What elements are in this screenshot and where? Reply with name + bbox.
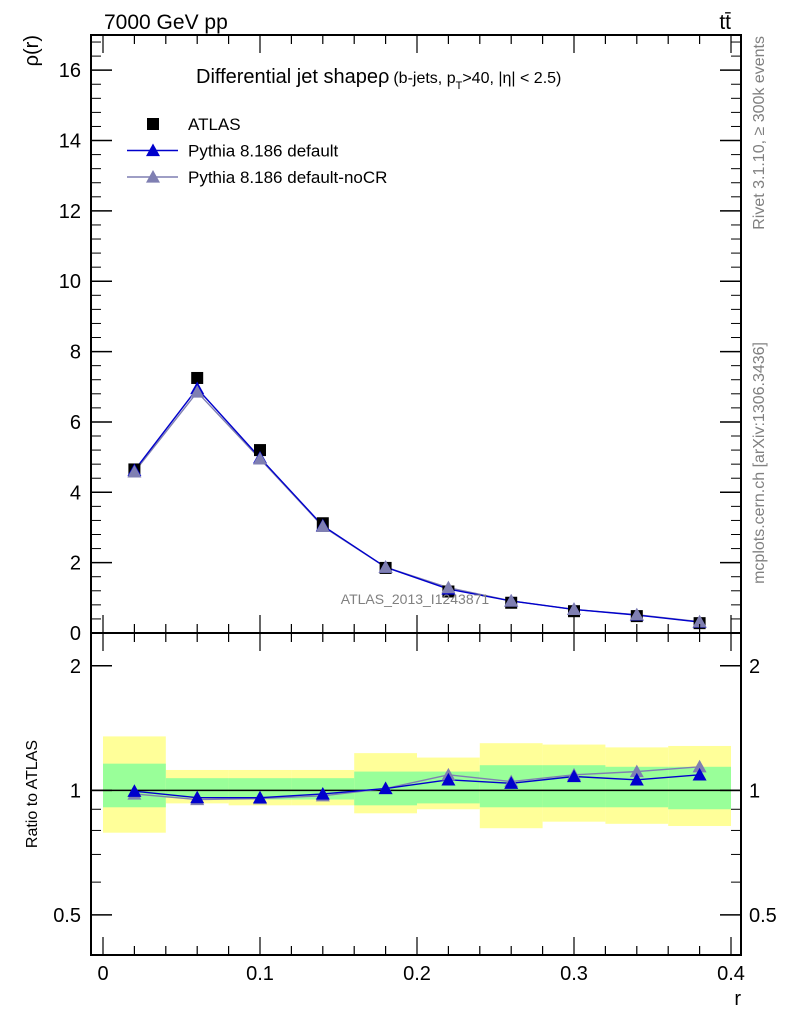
ratio-default-noCR-point [629,764,644,778]
main-axes: 0 2 4 6 8 10 12 14 16 [59,35,741,645]
ratio-y-axis-label: Ratio to ATLAS [24,740,41,848]
ratio-y-tick-label: 0.5 [53,905,81,927]
default-noCR-data-point [253,451,267,465]
main-y-axis-label: ρ(r) [21,35,43,66]
ratio-line-default-noCR [134,766,700,801]
process-label: tt̄ [719,11,731,34]
default-noCR-data-point [127,464,142,478]
legend-entry-default-marker [146,143,160,157]
ratio-default-point [567,769,581,783]
rivet-label: Rivet 3.1.10, ≥ 300k events [751,36,768,230]
energy-label: 7000 GeV pp [104,11,228,34]
ratio-y-tick-label-right: 2 [749,656,760,678]
uncertainty-band-1sigma [165,778,229,798]
x-axis-label: r [734,988,741,1010]
ratio-y-tick-label-right: 0.5 [749,905,777,927]
main-y-tick-label: 8 [70,342,81,364]
default-noCR-data-point [378,560,393,573]
default-noCR-data-point [190,385,205,398]
mcplots-label: mcplots.cern.ch [arXiv:1306.3436] [751,342,768,584]
ratio-frame [90,632,742,956]
ratio-default-point [378,781,393,795]
analysis-watermark: ATLAS_2013_I1243871 [341,591,490,607]
main-y-tick-label: 0 [70,623,81,645]
title-sub-subscript: T [456,80,463,92]
title-sub: (b-jets, p [393,70,455,87]
ratio-default-point [629,772,644,786]
legend-entry-atlas-label: ATLAS [188,115,241,134]
main-y-tick-label: 16 [59,60,81,82]
main-y-tick-label: 6 [70,412,81,434]
ratio-data-layer [91,736,741,833]
ratio-default-point [190,790,205,804]
main-y-tick-label: 2 [70,553,81,575]
title-main: Differential jet shapeρ [196,66,389,88]
uncertainty-band-1sigma [228,778,292,800]
default-noCR-data-point [567,602,581,616]
x-tick-label: 0 [97,963,108,985]
main-y-tick-label: 12 [59,201,81,223]
ratio-y-tick-label: 1 [70,780,81,802]
ratio-default-point [127,784,142,797]
ratio-default-point [253,790,267,804]
main-data-layer [127,371,707,630]
ratio-y-tick-label: 2 [70,656,81,678]
x-tick-label: 0.1 [246,963,274,985]
title-sub-rest: >40, |η| < 2.5) [462,70,561,87]
default-noCR-data-point [629,607,644,621]
ratio-default-point [441,772,456,786]
main-panel: 0 2 4 6 8 10 12 14 16 ρ(r) Differential jet shap… [21,34,742,645]
main-y-tick-label: 10 [59,271,81,293]
series-line-default-noCR [133,390,700,623]
legend: ATLAS Pythia 8.186 default Pythia 8.186 de… [127,115,387,187]
x-tick-label: 0.4 [717,963,745,985]
ratio-y-tick-label-right: 1 [749,780,760,802]
ratio-line-default [134,774,700,799]
series-line-default [133,387,700,623]
default-noCR-data-point [692,614,707,628]
legend-entry-default-label: Pythia 8.186 default [188,142,339,161]
ratio-default-point [504,776,519,789]
default-noCR-data-point [441,580,456,594]
ratio-panel: 0 0.1 0.2 0.3 0.4 0.5 0.5 1 1 2 2 Ratio to ATLAS r [24,632,777,1010]
main-y-tick-label: 4 [70,482,81,504]
ratio-default-point [692,767,707,781]
legend-entry-default-noCR-label: Pythia 8.186 default-noCR [188,168,387,187]
ratio-axes: 0 0.1 0.2 0.3 0.4 0.5 0.5 1 1 2 2 [53,633,777,985]
default-noCR-data-point [315,519,330,533]
main-title: Differential jet shapeρ (b-jets, pT>40, |… [196,66,561,92]
legend-entry-default-noCR-marker [146,170,160,183]
ratio-default-noCR-point [692,759,707,773]
default-noCR-data-point [504,593,519,607]
main-y-tick-label: 14 [59,131,81,153]
x-tick-label: 0.2 [403,963,431,985]
atlas-data-point [191,371,204,384]
atlas-data-point [254,444,266,457]
legend-entry-atlas-marker [147,118,159,130]
x-tick-label: 0.3 [560,963,588,985]
ratio-default-point [315,786,330,800]
